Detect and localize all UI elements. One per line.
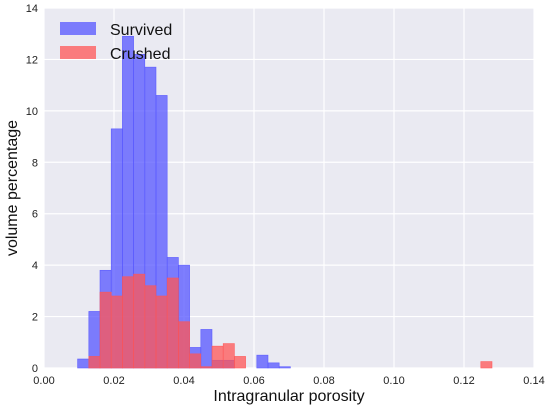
y-tick-label-0: 0 bbox=[32, 363, 38, 375]
bar-crushed-4 bbox=[133, 273, 146, 369]
bar-crushed-9 bbox=[189, 353, 202, 369]
legend-label-crushed: Crushed bbox=[110, 46, 170, 63]
bar-survived-16 bbox=[278, 366, 291, 369]
bar-crushed-6 bbox=[155, 295, 168, 369]
bar-crushed-7 bbox=[166, 277, 179, 369]
y-axis-label: volume percentage bbox=[4, 120, 21, 256]
bar-survived-15 bbox=[267, 362, 280, 369]
y-tick-label-5: 10 bbox=[26, 106, 38, 118]
bar-crushed-11 bbox=[211, 345, 224, 369]
bar-survived-0 bbox=[77, 358, 90, 369]
bar-crushed-12 bbox=[222, 343, 235, 369]
x-tick-label-7: 0.14 bbox=[523, 375, 544, 387]
x-tick-label-5: 0.10 bbox=[383, 375, 404, 387]
bar-crushed-13 bbox=[234, 356, 246, 369]
x-tick-label-0: 0.00 bbox=[33, 375, 54, 387]
bar-crushed-1 bbox=[99, 291, 112, 369]
y-tick-label-3: 6 bbox=[32, 209, 38, 221]
bar-crushed-5 bbox=[144, 285, 157, 369]
y-tick-labels: 0 2 4 6 8 10 12 14 bbox=[26, 3, 38, 375]
x-tick-label-1: 0.02 bbox=[103, 375, 124, 387]
bar-crushed-0 bbox=[88, 356, 101, 369]
bar-crushed-3 bbox=[122, 276, 134, 369]
legend-swatch-survived bbox=[60, 22, 96, 35]
bar-survived-14 bbox=[256, 354, 269, 369]
y-tick-label-4: 8 bbox=[32, 157, 38, 169]
legend: Survived Crushed bbox=[60, 22, 172, 63]
x-tick-label-3: 0.06 bbox=[243, 375, 264, 387]
x-tick-labels: 0.00 0.02 0.04 0.06 0.08 0.10 0.12 0.14 bbox=[33, 375, 544, 387]
bar-survived-11 bbox=[200, 329, 213, 369]
bar-crushed-2 bbox=[110, 295, 123, 369]
bar-crushed-8 bbox=[178, 321, 190, 369]
bar-crushed-14 bbox=[480, 361, 493, 369]
bar-crushed-10 bbox=[200, 366, 213, 369]
x-tick-label-6: 0.12 bbox=[453, 375, 474, 387]
x-tick-label-4: 0.08 bbox=[313, 375, 334, 387]
y-tick-label-6: 12 bbox=[26, 54, 38, 66]
y-tick-label-1: 2 bbox=[32, 312, 38, 324]
x-tick-label-2: 0.04 bbox=[173, 375, 194, 387]
y-tick-label-7: 14 bbox=[26, 3, 38, 15]
x-axis-label: Intragranular porosity bbox=[213, 388, 364, 405]
legend-swatch-crushed bbox=[60, 46, 96, 59]
y-tick-label-2: 4 bbox=[32, 260, 38, 272]
legend-label-survived: Survived bbox=[110, 22, 172, 39]
crushed-bars bbox=[88, 273, 493, 369]
